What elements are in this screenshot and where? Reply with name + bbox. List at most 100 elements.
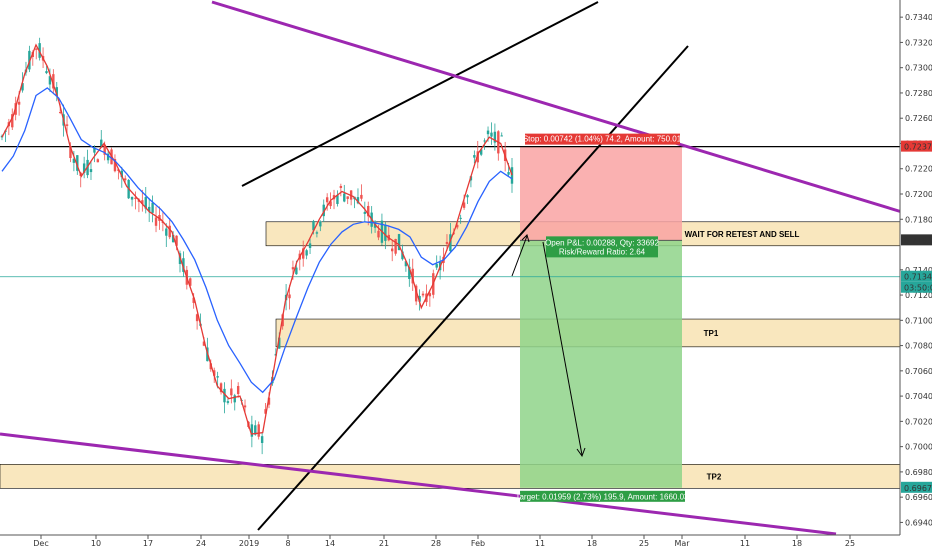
candle-body (312, 220, 315, 231)
candle-body (295, 267, 298, 275)
candle-body (147, 206, 151, 212)
time-tick-label: 18 (587, 539, 597, 548)
candle-body (55, 87, 58, 97)
candle-body (291, 267, 295, 270)
descending-resistance-line (211, 0, 903, 214)
price-tag-label: 03:50:08 (904, 284, 932, 293)
candle-body (21, 83, 24, 91)
moving-average-line-2 (1, 87, 513, 394)
candle-body (356, 197, 360, 204)
candle-body (288, 294, 291, 299)
candle-body (445, 241, 449, 244)
risk-reward-label: Risk/Reward Ratio: 2.64 (559, 247, 646, 256)
time-tick-label: Feb (471, 539, 485, 548)
zone-label: WAIT FOR RETEST AND SELL (685, 230, 800, 239)
moving-average-line-1 (1, 43, 513, 435)
candle-body (336, 195, 339, 204)
candle-body (17, 101, 21, 105)
target-arrow-head (576, 447, 586, 458)
candle-body (479, 149, 483, 155)
upper-channel-line (241, 1, 599, 187)
time-tick-label: 21 (379, 539, 389, 548)
candle-body (236, 386, 240, 395)
candle-body (151, 202, 154, 213)
candle-body (154, 217, 158, 226)
time-tick-label: 2019 (239, 539, 259, 548)
time-tick-label: 28 (431, 539, 441, 548)
time-tick-label: Dec (33, 539, 48, 548)
risk-area (520, 146, 682, 241)
candle-body (394, 238, 397, 254)
time-tick-label: 14 (325, 539, 335, 548)
candle-body (510, 167, 514, 184)
candle-body (391, 248, 394, 252)
candle-body (45, 71, 48, 74)
candle-body (414, 285, 418, 302)
candle-body (367, 205, 370, 217)
candle-body (449, 234, 452, 252)
time-tick-label: 11 (740, 539, 750, 548)
candle-body (82, 163, 86, 173)
time-tick-label: 24 (196, 539, 206, 548)
candle-body (302, 248, 305, 259)
candle-body (486, 130, 490, 135)
candle-body (418, 295, 421, 302)
target-label-box (520, 490, 685, 502)
price-tag (901, 234, 932, 246)
candle-body (346, 196, 349, 199)
candle-body (411, 268, 414, 284)
candle-body (490, 132, 493, 137)
descending-support-line (0, 432, 837, 536)
candle-body (230, 388, 233, 396)
candle-body (103, 144, 106, 155)
zone-label: TP1 (704, 329, 719, 338)
candle-body (195, 314, 199, 322)
candle-body (113, 158, 117, 172)
candle-body (476, 151, 479, 163)
candle-body (243, 405, 247, 408)
candle-body (76, 155, 79, 171)
time-tick-label: 25 (639, 539, 649, 548)
time-tick-label: 11 (535, 539, 545, 548)
time-tick-label: 8 (285, 539, 290, 548)
candle-body (493, 131, 497, 143)
candle-body (500, 135, 503, 137)
candle-body (216, 376, 219, 378)
candle-body (48, 76, 52, 85)
candle-body (106, 153, 110, 161)
stop-label: Stop: 0.00742 (1.04%) 74.2, Amount: 750.… (523, 135, 682, 144)
zone-label: TP2 (707, 472, 722, 481)
candle-body (343, 193, 346, 202)
price-tag-label: 0.69674 (904, 484, 932, 493)
candle-body (377, 230, 380, 238)
candle-body (260, 436, 264, 444)
candle-body (315, 232, 319, 234)
price-tag-label: 0.71345 (904, 273, 932, 282)
candle-body (69, 145, 72, 159)
retest-arrow-head (521, 234, 530, 243)
target-label: Target: 0.01959 (2.73%) 195.9, Amount: 1… (515, 492, 689, 501)
candle-body (189, 278, 192, 286)
candle-body (401, 251, 404, 260)
candle-body (213, 370, 216, 376)
candle-body (257, 424, 260, 437)
candle-body (435, 264, 438, 268)
candle-body (28, 50, 31, 70)
candle-body (459, 217, 462, 219)
candle-body (360, 194, 363, 199)
candle-body (339, 185, 343, 188)
rising-trendline (257, 45, 689, 531)
